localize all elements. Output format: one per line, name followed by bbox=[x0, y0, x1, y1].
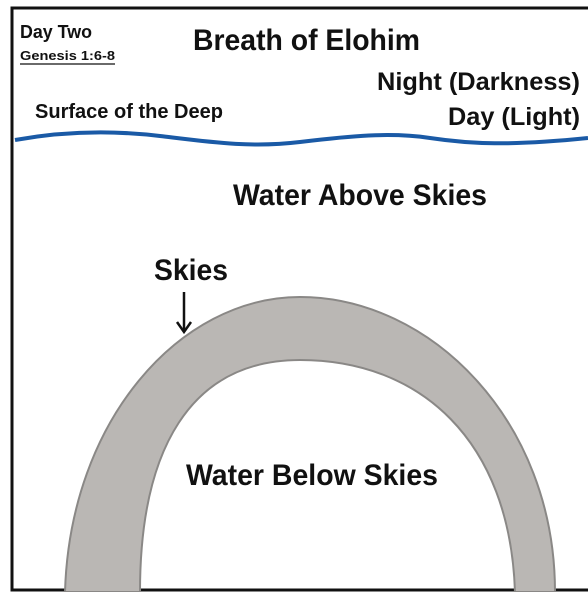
surface-label: Surface of the Deep bbox=[35, 101, 223, 123]
title: Breath of Elohim bbox=[193, 24, 420, 57]
water-above-label: Water Above Skies bbox=[233, 179, 487, 212]
illustration: Day Two Genesis 1:6-8 Breath of Elohim N… bbox=[0, 0, 588, 592]
water-below-label: Water Below Skies bbox=[186, 459, 438, 492]
day-label: Day Two bbox=[20, 22, 92, 42]
reference: Genesis 1:6-8 bbox=[20, 48, 115, 63]
day-light-label: Day (Light) bbox=[448, 103, 580, 131]
page: Day Two Genesis 1:6-8 Breath of Elohim N… bbox=[0, 0, 588, 592]
night-label: Night (Darkness) bbox=[377, 68, 580, 96]
skies-label: Skies bbox=[154, 254, 228, 287]
